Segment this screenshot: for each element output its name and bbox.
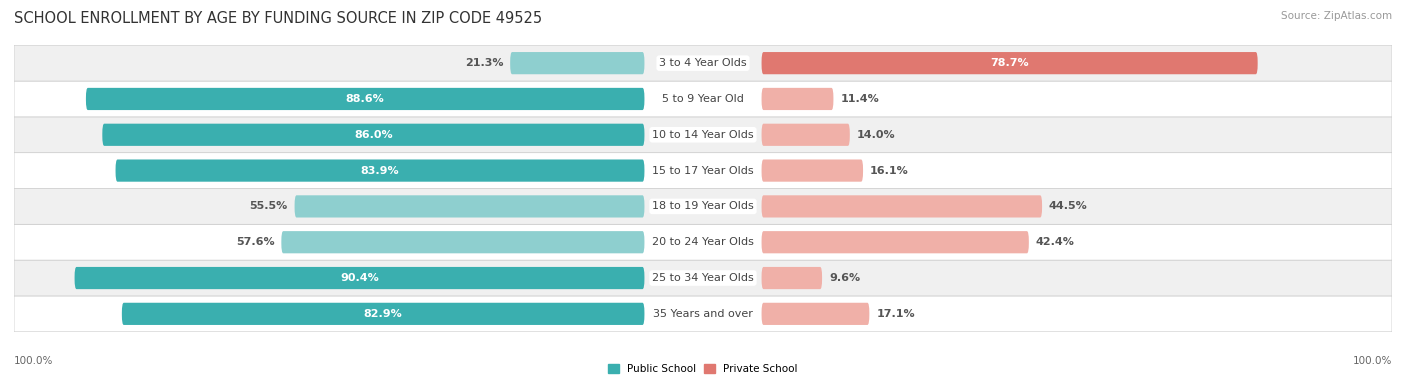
FancyBboxPatch shape: [14, 224, 1392, 260]
FancyBboxPatch shape: [14, 117, 1392, 153]
Text: 5 to 9 Year Old: 5 to 9 Year Old: [662, 94, 744, 104]
Text: 42.4%: 42.4%: [1036, 237, 1074, 247]
FancyBboxPatch shape: [103, 124, 644, 146]
Text: 100.0%: 100.0%: [1353, 356, 1392, 366]
FancyBboxPatch shape: [762, 88, 834, 110]
Text: 21.3%: 21.3%: [465, 58, 503, 68]
Text: 55.5%: 55.5%: [249, 201, 288, 211]
Text: 86.0%: 86.0%: [354, 130, 392, 140]
FancyBboxPatch shape: [14, 296, 1392, 332]
Text: 88.6%: 88.6%: [346, 94, 385, 104]
Text: 17.1%: 17.1%: [876, 309, 915, 319]
FancyBboxPatch shape: [762, 303, 869, 325]
Text: SCHOOL ENROLLMENT BY AGE BY FUNDING SOURCE IN ZIP CODE 49525: SCHOOL ENROLLMENT BY AGE BY FUNDING SOUR…: [14, 11, 543, 26]
FancyBboxPatch shape: [762, 195, 1042, 218]
Text: 57.6%: 57.6%: [236, 237, 274, 247]
FancyBboxPatch shape: [14, 153, 1392, 188]
FancyBboxPatch shape: [762, 231, 1029, 253]
Text: Source: ZipAtlas.com: Source: ZipAtlas.com: [1281, 11, 1392, 21]
FancyBboxPatch shape: [14, 45, 1392, 81]
Text: 44.5%: 44.5%: [1049, 201, 1088, 211]
FancyBboxPatch shape: [14, 260, 1392, 296]
Text: 82.9%: 82.9%: [364, 309, 402, 319]
Text: 100.0%: 100.0%: [14, 356, 53, 366]
Text: 10 to 14 Year Olds: 10 to 14 Year Olds: [652, 130, 754, 140]
Text: 11.4%: 11.4%: [841, 94, 879, 104]
Text: 15 to 17 Year Olds: 15 to 17 Year Olds: [652, 166, 754, 176]
FancyBboxPatch shape: [14, 188, 1392, 224]
FancyBboxPatch shape: [762, 52, 1258, 74]
FancyBboxPatch shape: [14, 81, 1392, 117]
Text: 3 to 4 Year Olds: 3 to 4 Year Olds: [659, 58, 747, 68]
FancyBboxPatch shape: [122, 303, 644, 325]
FancyBboxPatch shape: [86, 88, 644, 110]
FancyBboxPatch shape: [762, 267, 823, 289]
Text: 83.9%: 83.9%: [361, 166, 399, 176]
FancyBboxPatch shape: [510, 52, 644, 74]
Text: 9.6%: 9.6%: [830, 273, 860, 283]
Text: 90.4%: 90.4%: [340, 273, 378, 283]
Text: 25 to 34 Year Olds: 25 to 34 Year Olds: [652, 273, 754, 283]
FancyBboxPatch shape: [295, 195, 644, 218]
FancyBboxPatch shape: [75, 267, 644, 289]
Text: 16.1%: 16.1%: [870, 166, 908, 176]
Text: 18 to 19 Year Olds: 18 to 19 Year Olds: [652, 201, 754, 211]
Text: 78.7%: 78.7%: [990, 58, 1029, 68]
Text: 20 to 24 Year Olds: 20 to 24 Year Olds: [652, 237, 754, 247]
Text: 35 Years and over: 35 Years and over: [652, 309, 754, 319]
Legend: Public School, Private School: Public School, Private School: [605, 360, 801, 377]
FancyBboxPatch shape: [762, 159, 863, 182]
FancyBboxPatch shape: [762, 124, 849, 146]
FancyBboxPatch shape: [281, 231, 644, 253]
FancyBboxPatch shape: [115, 159, 644, 182]
Text: 14.0%: 14.0%: [856, 130, 896, 140]
